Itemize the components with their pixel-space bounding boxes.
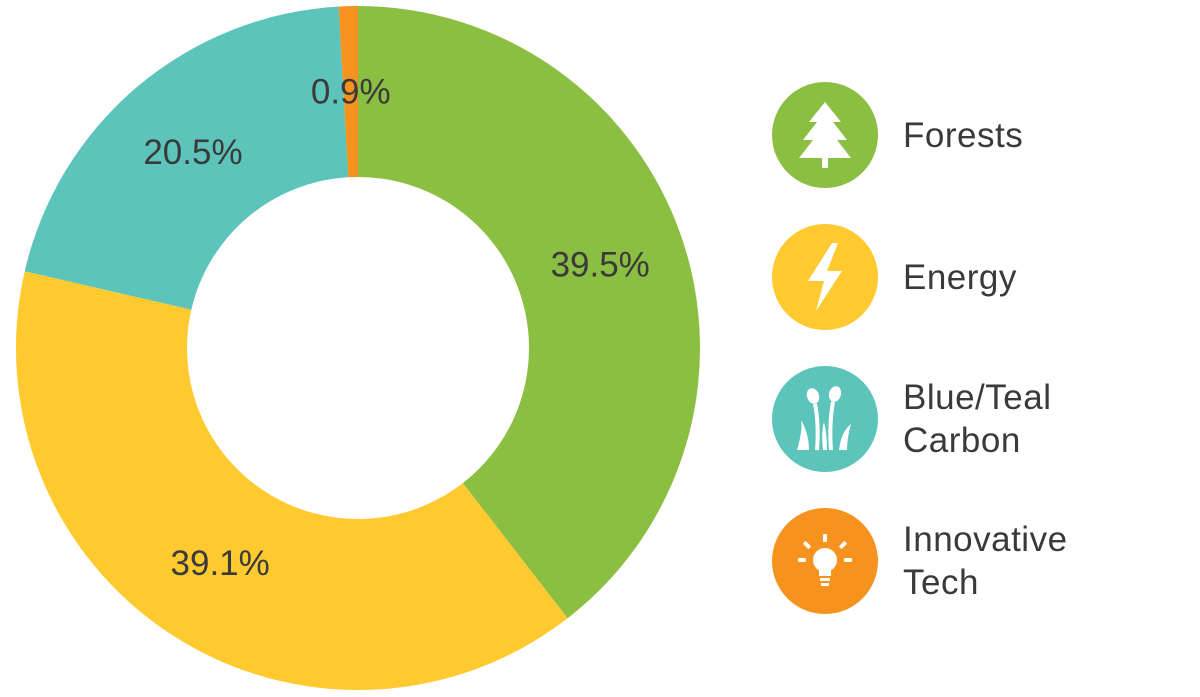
legend-label-energy: Energy [903,256,1017,299]
lightbulb-icon [772,508,878,614]
donut-slice-innovative-tech [338,6,358,178]
donut-slices [16,6,700,690]
legend-label-innovative-tech: Innovative Tech [903,518,1068,604]
legend-label-forests: Forests [903,114,1023,157]
slice-labels: 39.5% 39.1% 20.5% 0.9% [143,73,649,584]
donut-slice-energy [16,271,568,690]
legend-label-line: Energy [903,257,1017,297]
legend-label-line: Carbon [903,421,1021,460]
donut-slice-blue-teal-carbon [24,6,349,310]
legend-item-energy: Energy [772,224,1192,330]
legend-item-innovative-tech: Innovative Tech [772,508,1192,614]
tree-icon [772,82,878,188]
legend-label-line: Blue/Teal [903,378,1052,417]
legend-label-line: Innovative [903,520,1068,559]
legend-label-blue-teal-carbon: Blue/Teal Carbon [903,376,1051,462]
lightning-bolt-icon [772,224,878,330]
legend-item-blue-teal-carbon: Blue/Teal Carbon [772,366,1192,472]
donut-slice-forests [358,6,700,619]
legend-label-line: Tech [903,563,979,602]
slice-label: 0.9% [311,73,391,112]
slice-label: 39.5% [551,246,650,285]
cattail-grass-icon [772,366,878,472]
slice-label: 39.1% [171,544,270,583]
slice-label: 20.5% [143,133,242,172]
legend-label-line: Forests [903,115,1024,155]
legend-item-forests: Forests [772,82,1192,188]
